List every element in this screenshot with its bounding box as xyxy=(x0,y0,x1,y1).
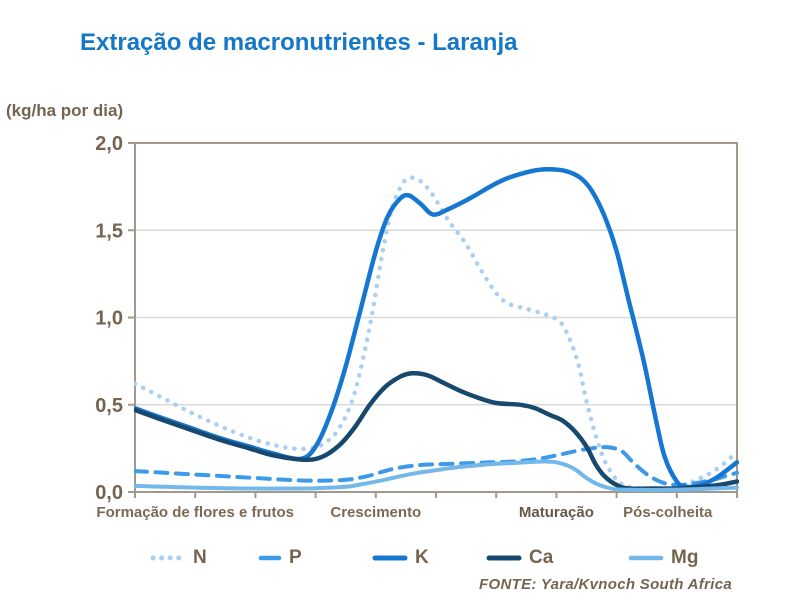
line-chart: 0,0 0,5 1,0 1,5 2,0 Formação de flores e frut… xyxy=(95,133,739,521)
legend-sample-K xyxy=(372,555,408,561)
legend-sample-P xyxy=(258,555,282,561)
source-credit: FONTE: Yara/Kvnoch South Africa xyxy=(479,576,732,593)
legend-item-Mg: Mg xyxy=(628,544,698,572)
x-stage-label: Pós-colheita xyxy=(623,504,713,521)
legend-sample-N xyxy=(150,555,186,561)
y-tick-label: 0,0 xyxy=(95,482,123,504)
x-stage-label: Formação de flores e frutos xyxy=(96,504,294,521)
y-tick-label: 1,5 xyxy=(95,220,123,242)
series-line-P xyxy=(134,445,739,487)
y-axis-unit-label: (kg/ha por dia) xyxy=(6,101,124,120)
legend-item-P: P xyxy=(258,544,302,572)
legend-label-Mg: Mg xyxy=(671,547,699,568)
series-line-Mg xyxy=(134,459,739,492)
x-stage-label: Crescimento xyxy=(330,504,421,521)
legend-label-P: P xyxy=(289,547,302,568)
legend-label-K: K xyxy=(415,547,429,568)
chart-title: Extração de macronutrientes - Laranja xyxy=(80,29,518,56)
y-tick-label: 2,0 xyxy=(95,133,123,155)
y-tick-label: 1,0 xyxy=(95,308,123,330)
chart-legend: N P K Ca Mg xyxy=(0,544,800,574)
legend-label-N: N xyxy=(193,547,207,568)
series-group xyxy=(134,166,739,492)
legend-label-Ca: Ca xyxy=(529,547,554,568)
x-stage-label: Maturação xyxy=(519,504,594,521)
legend-sample-Ca xyxy=(486,555,522,561)
series-line-Ca xyxy=(134,370,739,492)
y-tick-label: 0,5 xyxy=(95,395,123,417)
legend-sample-Mg xyxy=(628,555,664,561)
legend-item-N: N xyxy=(150,544,207,572)
legend-item-K: K xyxy=(372,544,429,572)
legend-item-Ca: Ca xyxy=(486,544,553,572)
